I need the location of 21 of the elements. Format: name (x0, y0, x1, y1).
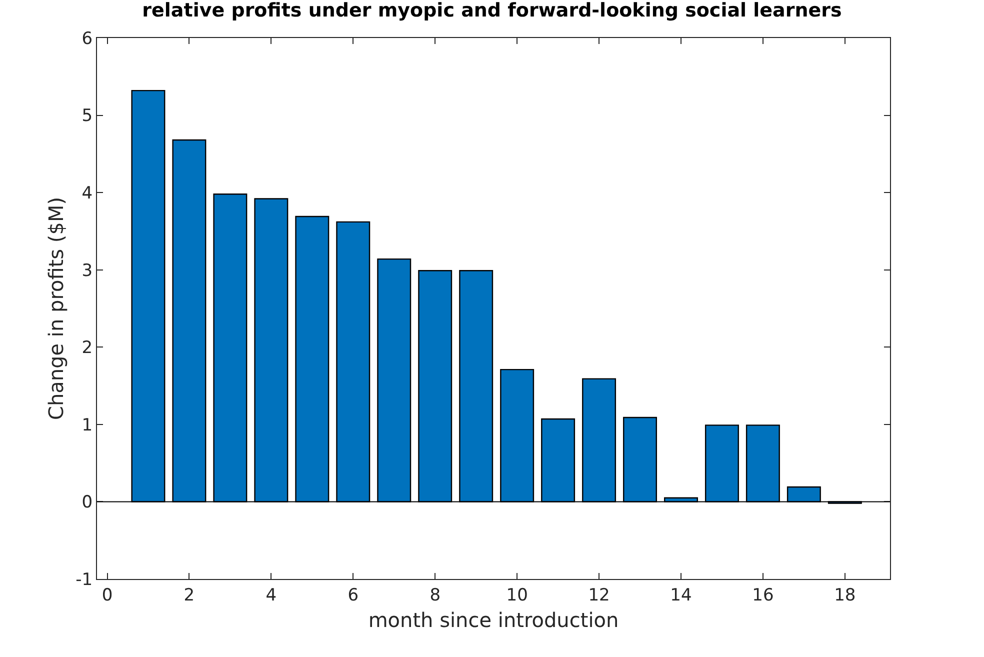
x-tick-label: 14 (670, 585, 692, 606)
y-tick-label: 1 (82, 415, 93, 436)
y-tick-label: 6 (82, 28, 93, 49)
x-tick-label: 2 (184, 585, 195, 606)
x-tick-label: 0 (102, 585, 113, 606)
x-tick-label: 6 (348, 585, 359, 606)
y-tick-label: 0 (82, 492, 93, 513)
x-tick-label: 16 (752, 585, 774, 606)
x-tick-label: 8 (430, 585, 441, 606)
chart-title: relative profits under myopic and forward-looking social learners (142, 0, 842, 22)
y-tick-label: -1 (76, 570, 93, 590)
y-tick-label: 4 (82, 184, 93, 204)
x-tick-label: 12 (588, 585, 610, 606)
x-tick-label: 10 (506, 585, 528, 606)
y-axis-title: Change in profits ($M) (44, 196, 68, 420)
y-tick-label: 5 (82, 106, 93, 126)
x-axis-title: month since introduction (368, 608, 619, 632)
x-tick-label: 4 (266, 585, 277, 606)
y-tick-label: 3 (82, 260, 93, 281)
x-tick-label: 18 (834, 585, 856, 606)
y-tick-label: 2 (82, 338, 93, 358)
